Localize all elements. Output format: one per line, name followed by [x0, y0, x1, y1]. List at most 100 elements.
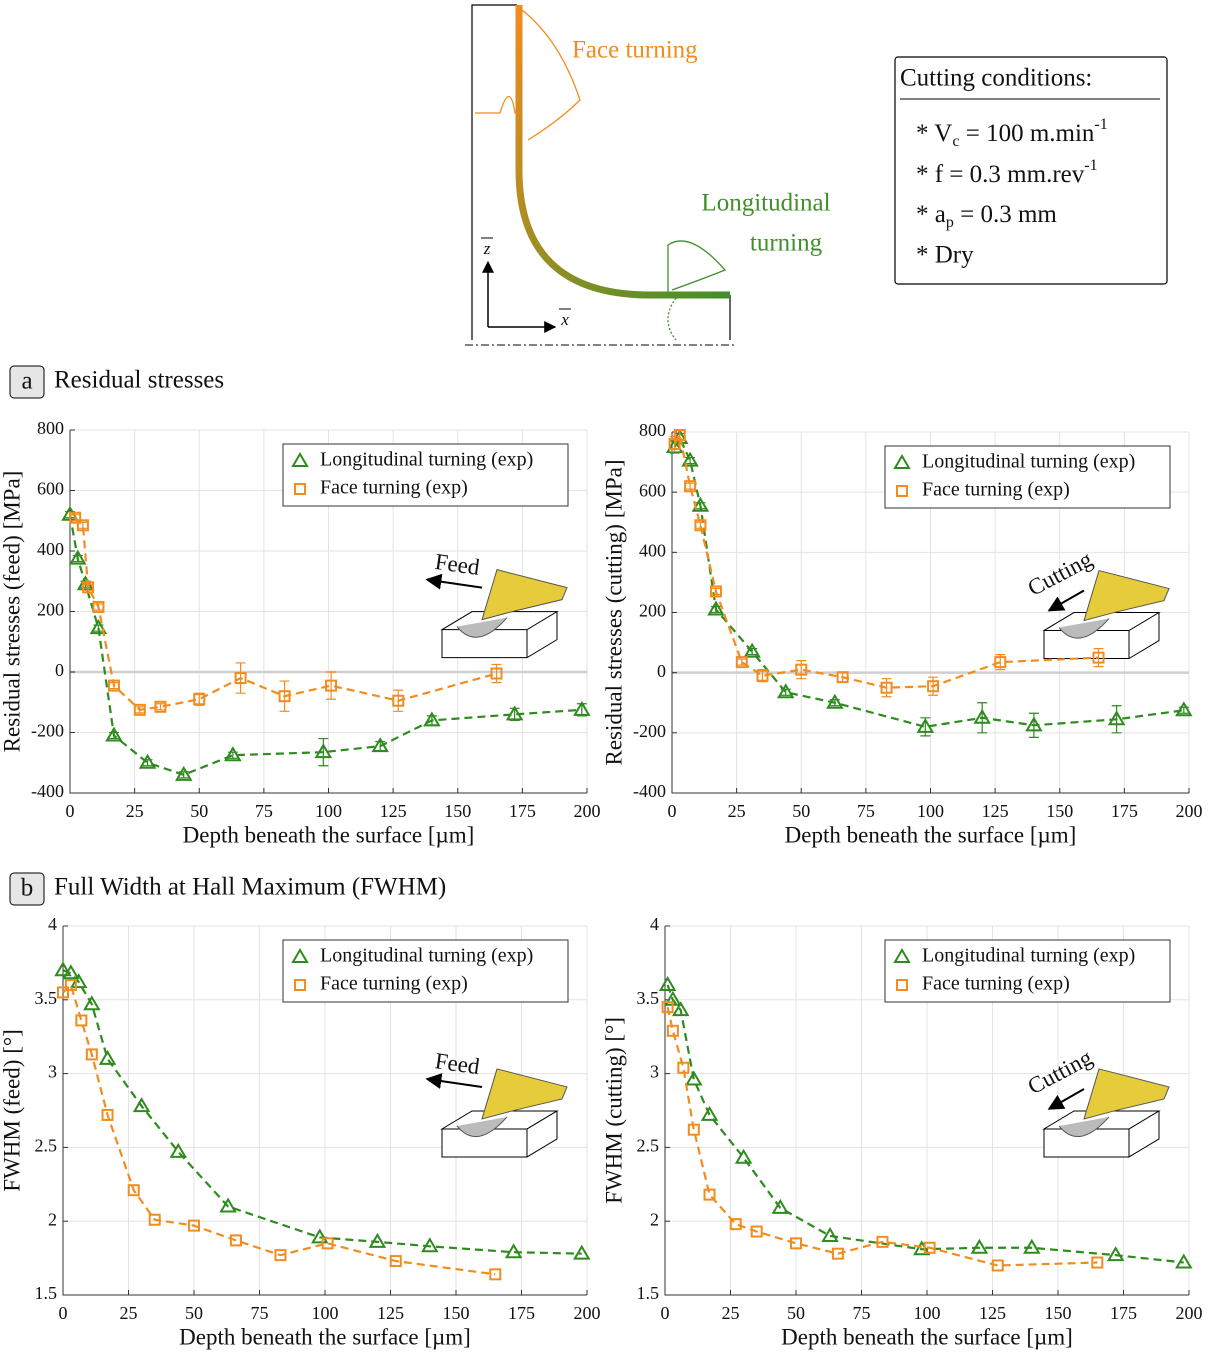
- marker: [69, 511, 82, 524]
- axes: [62, 926, 587, 1296]
- marker: [371, 737, 389, 753]
- error-bar: [83, 583, 94, 591]
- error-bar: [1093, 648, 1104, 668]
- marker: [138, 753, 157, 769]
- y-tick-label: 600: [639, 480, 666, 500]
- marker: [573, 1244, 591, 1260]
- inset-groove: [1058, 618, 1110, 639]
- y-tick-label: 200: [639, 601, 666, 621]
- marker: [325, 679, 338, 692]
- x-tick-label: 0: [59, 1303, 68, 1323]
- error-bar: [279, 680, 290, 712]
- section-letter: a: [21, 368, 32, 395]
- marker: [229, 1234, 242, 1247]
- marker: [54, 961, 72, 977]
- series-line: [62, 969, 582, 1255]
- error-bar: [685, 482, 696, 490]
- legend-box: [282, 443, 569, 507]
- inset-arrow: [425, 1073, 483, 1089]
- legend-label: Longitudinal turning (exp): [320, 449, 533, 471]
- marker: [795, 663, 808, 676]
- y-tick-label: -200: [31, 721, 64, 741]
- marker: [991, 1259, 1004, 1272]
- condition: * ap = 0.3 mm: [916, 201, 1057, 231]
- inset-tool: [1083, 1068, 1170, 1120]
- marker: [89, 619, 108, 635]
- legend-marker: [896, 979, 908, 991]
- x-tick-label: 150: [1045, 1303, 1072, 1323]
- condition: * Dry: [916, 242, 974, 269]
- legend-marker: [294, 979, 306, 991]
- inset-tool: [481, 569, 568, 621]
- inset-label: Feed: [433, 1048, 481, 1079]
- marker: [691, 496, 710, 512]
- x-tick-label: 25: [722, 1303, 740, 1323]
- legend-label: Longitudinal turning (exp): [922, 945, 1135, 967]
- x-tick-label: 200: [574, 801, 601, 821]
- legend-marker: [291, 452, 309, 467]
- z-label: z: [483, 239, 491, 258]
- inset-tool: [481, 1068, 568, 1120]
- marker: [880, 681, 893, 694]
- inset-arrow: [425, 573, 483, 590]
- marker: [174, 765, 193, 781]
- marker: [756, 669, 769, 682]
- marker: [1107, 710, 1126, 726]
- long-profile: [667, 297, 677, 341]
- section-badge: [9, 365, 45, 399]
- x-tick-label: 200: [1176, 801, 1203, 821]
- marker: [700, 1105, 719, 1121]
- marker: [188, 1219, 200, 1232]
- marker: [504, 1243, 523, 1259]
- x-tick-label: 125: [979, 1303, 1006, 1323]
- x-axis-label: Depth beneath the surface [µm]: [179, 1324, 471, 1349]
- box: [894, 56, 1168, 285]
- error-bar: [134, 706, 145, 714]
- x-tick-label: 150: [443, 1303, 470, 1323]
- marker: [729, 1218, 742, 1231]
- marker: [916, 717, 935, 733]
- marker: [274, 1249, 287, 1262]
- series-line: [666, 1006, 1098, 1267]
- marker: [132, 1097, 151, 1113]
- x-tick-label: 25: [120, 1303, 138, 1323]
- marker: [69, 549, 87, 565]
- x-tick-label: 50: [787, 1303, 805, 1323]
- marker: [490, 667, 503, 680]
- y-tick-label: 2.5: [637, 1136, 660, 1156]
- y-tick-label: 200: [37, 600, 64, 620]
- x-label: x: [560, 310, 569, 329]
- legend-label: Longitudinal turning (exp): [320, 945, 533, 967]
- marker: [64, 979, 77, 992]
- section-title: Full Width at Hall Maximum (FWHM): [54, 874, 446, 901]
- legend-marker: [896, 485, 908, 497]
- inset-label: Feed: [433, 549, 481, 580]
- legend-box: [282, 939, 569, 1003]
- inset-block: [1042, 612, 1161, 660]
- marker: [101, 1108, 114, 1121]
- x-tick-label: 200: [574, 1303, 601, 1323]
- marker: [927, 680, 940, 693]
- y-tick-label: 800: [639, 420, 666, 440]
- marker: [826, 693, 844, 709]
- marker: [790, 1237, 802, 1250]
- error-bar: [155, 703, 166, 711]
- y-tick-label: -400: [31, 781, 64, 801]
- marker: [421, 1237, 439, 1253]
- conditions-box: Cutting conditions: * Vc = 100 m.min-1 *…: [894, 56, 1168, 285]
- marker: [107, 679, 120, 692]
- error-bar: [326, 671, 337, 700]
- marker: [684, 480, 697, 493]
- marker: [573, 700, 591, 716]
- workpiece-outline: [471, 4, 517, 340]
- section-badge: [9, 872, 45, 906]
- legend-label: Face turning (exp): [922, 479, 1070, 501]
- error-bar: [108, 681, 119, 690]
- marker: [831, 1247, 844, 1260]
- error-bar: [695, 521, 706, 529]
- marker: [666, 1024, 679, 1037]
- error-bar: [318, 737, 329, 767]
- marker: [489, 1268, 502, 1281]
- long-profile: [667, 240, 727, 292]
- x-tick-label: 200: [1176, 1303, 1203, 1323]
